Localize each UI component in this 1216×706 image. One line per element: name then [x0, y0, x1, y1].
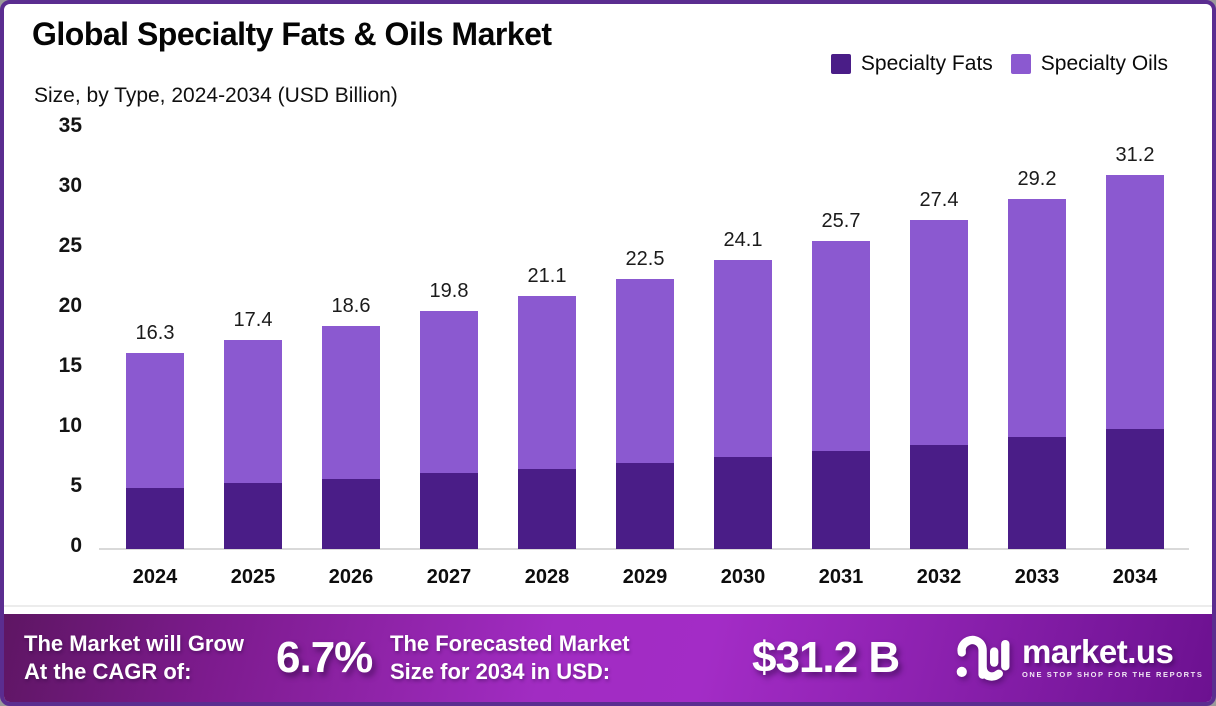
x-axis-label-2027: 2027 [426, 566, 472, 588]
forecast-label-line2: Size for 2034 in USD: [390, 659, 611, 684]
y-axis-tick-15: 15 [58, 354, 82, 377]
chart-legend: Specialty Fats Specialty Oils [830, 52, 1168, 76]
x-axis-line [99, 548, 1189, 550]
y-axis-tick-5: 5 [70, 474, 82, 497]
bar-total-label-2033: 29.2 [1017, 167, 1057, 190]
legend-label: Specialty Oils [1040, 52, 1168, 75]
bar-2033-specialty-oils [1008, 198, 1066, 438]
bar-2029-specialty-oils [616, 279, 674, 463]
bar-2028-specialty-fats [518, 468, 576, 549]
x-axis-label-2028: 2028 [524, 566, 570, 588]
x-axis-label-2026: 2026 [328, 566, 374, 588]
brand-logo: market.us ONE STOP SHOP FOR THE REPORTS [956, 633, 1203, 683]
cagr-value: 6.7% [276, 633, 373, 682]
bar-total-label-2032: 27.4 [919, 189, 959, 212]
footer-banner: The Market will Grow At the CAGR of: 6.7… [4, 614, 1212, 702]
bar-2032-specialty-oils [910, 220, 968, 445]
bar-2033-specialty-fats [1008, 437, 1066, 549]
page-title: Global Specialty Fats & Oils Market [32, 16, 552, 52]
bar-2024-specialty-oils [126, 353, 184, 488]
brand-tagline: ONE STOP SHOP FOR THE REPORTS [1022, 670, 1204, 679]
y-axis-tick-30: 30 [58, 174, 82, 197]
y-axis-tick-25: 25 [58, 234, 82, 257]
x-axis-label-2031: 2031 [818, 566, 864, 588]
legend-item-specialty-fats: Specialty Fats [830, 52, 993, 76]
bar-2024-specialty-fats [126, 487, 184, 549]
legend-label: Specialty Fats [860, 52, 993, 75]
forecast-label-line1: The Forecasted Market [390, 631, 630, 656]
bar-2026-specialty-oils [322, 325, 380, 480]
page-subtitle: Size, by Type, 2024-2034 (USD Billion) [34, 84, 398, 107]
x-axis-label-2034: 2034 [1112, 566, 1158, 588]
x-axis-label-2029: 2029 [622, 566, 668, 588]
bar-2030-specialty-fats [714, 456, 772, 549]
forecast-value: $31.2 B [752, 633, 900, 682]
bar-total-label-2027: 19.8 [429, 280, 469, 303]
forecast-label: The Forecasted Market Size for 2034 in U… [390, 630, 630, 686]
bar-2034-specialty-fats [1106, 429, 1164, 549]
x-axis-label-2033: 2033 [1014, 566, 1060, 588]
bar-2025-specialty-fats [224, 483, 282, 549]
y-axis-tick-35: 35 [58, 114, 82, 137]
brand-text: market.us ONE STOP SHOP FOR THE REPORTS [1022, 633, 1204, 679]
bar-total-label-2028: 21.1 [527, 264, 567, 287]
bar-2027-specialty-oils [420, 311, 478, 474]
bar-2029-specialty-fats [616, 462, 674, 549]
cagr-label-line2: At the CAGR of: [24, 659, 192, 684]
x-axis-label-2032: 2032 [916, 566, 962, 588]
bar-total-label-2025: 17.4 [233, 309, 273, 332]
x-axis-label-2025: 2025 [230, 566, 276, 588]
legend-item-specialty-oils: Specialty Oils [1010, 52, 1168, 76]
legend-swatch-fats-icon [830, 54, 851, 74]
bar-2025-specialty-oils [224, 340, 282, 483]
cagr-label-line1: The Market will Grow [24, 631, 245, 656]
cagr-label: The Market will Grow At the CAGR of: [24, 630, 244, 686]
bar-2034-specialty-oils [1106, 174, 1164, 429]
brand-name: market.us [1022, 633, 1174, 670]
y-axis-tick-20: 20 [58, 294, 82, 317]
x-axis-label-2024: 2024 [132, 566, 178, 588]
divider [4, 605, 1212, 607]
legend-swatch-oils-icon [1010, 54, 1031, 74]
bar-2027-specialty-fats [420, 473, 478, 549]
bar-2028-specialty-oils [518, 295, 576, 469]
bar-2031-specialty-oils [812, 240, 870, 451]
bar-total-label-2029: 22.5 [625, 248, 665, 270]
bar-total-label-2024: 16.3 [135, 322, 175, 345]
bar-total-label-2030: 24.1 [723, 228, 763, 251]
bar-2031-specialty-fats [812, 450, 870, 549]
marketus-swirl-icon [956, 635, 1010, 681]
y-axis-tick-0: 0 [70, 534, 82, 557]
bar-2032-specialty-fats [910, 444, 968, 549]
x-axis-label-2030: 2030 [720, 566, 766, 588]
bar-total-label-2034: 31.2 [1115, 143, 1155, 166]
bar-total-label-2026: 18.6 [331, 294, 371, 317]
bar-2030-specialty-oils [714, 259, 772, 457]
y-axis-tick-10: 10 [58, 414, 82, 437]
bar-2026-specialty-fats [322, 479, 380, 549]
bar-total-label-2031: 25.7 [821, 209, 861, 232]
